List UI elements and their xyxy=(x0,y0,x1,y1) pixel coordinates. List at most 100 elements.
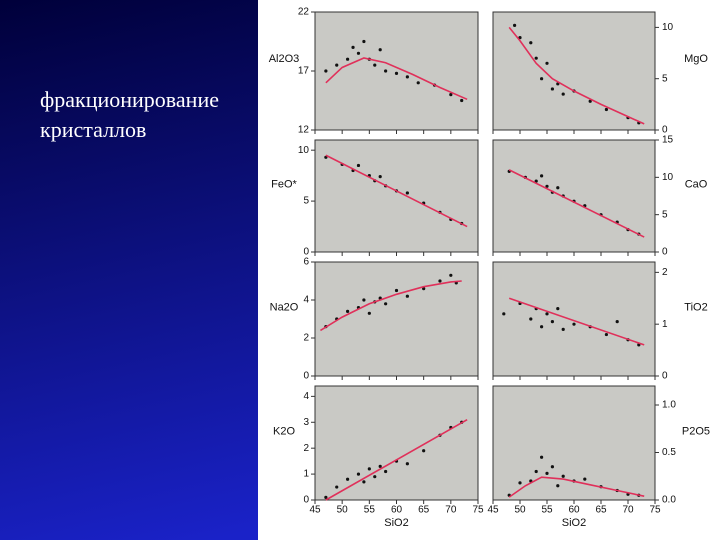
y-tick-label: 0 xyxy=(662,247,668,258)
data-point xyxy=(529,41,533,45)
x-tick-label: 65 xyxy=(595,505,607,516)
data-point xyxy=(346,477,350,481)
data-point xyxy=(460,98,464,103)
data-point xyxy=(362,480,366,484)
y-tick-label: 0.5 xyxy=(662,447,676,458)
data-point xyxy=(373,475,377,479)
data-point xyxy=(405,294,409,298)
y-tick-label: 6 xyxy=(303,257,309,268)
data-point xyxy=(604,332,609,337)
x-tick-label: 75 xyxy=(649,505,661,516)
data-point xyxy=(346,309,350,313)
plot-area xyxy=(492,261,656,377)
y-axis-label: Na2O xyxy=(270,302,299,314)
plot-area xyxy=(492,139,656,253)
data-point xyxy=(384,469,388,474)
data-point xyxy=(384,302,388,306)
slide-text: фракционирование xyxy=(40,87,219,112)
data-point xyxy=(335,63,339,67)
y-axis-label: MgO xyxy=(684,53,708,65)
trend-line xyxy=(508,26,645,125)
y-tick-label: 2 xyxy=(662,267,668,278)
data-point xyxy=(556,484,560,488)
trend-line xyxy=(508,476,645,498)
plot-area xyxy=(314,385,479,501)
y-tick-label: 1 xyxy=(303,469,309,480)
x-axis-label: SiO2 xyxy=(384,517,408,529)
data-point xyxy=(394,71,399,75)
data-point xyxy=(529,317,533,321)
data-point xyxy=(405,191,409,195)
y-tick-label: 10 xyxy=(662,172,674,183)
trend-line xyxy=(320,280,462,332)
x-tick-label: 70 xyxy=(622,505,634,516)
data-point xyxy=(362,39,366,44)
x-tick-label: 55 xyxy=(364,505,376,516)
y-tick-label: 0 xyxy=(303,495,309,506)
data-point xyxy=(394,288,399,293)
data-point xyxy=(588,99,592,103)
data-point xyxy=(378,175,382,179)
y-tick-label: 1.0 xyxy=(662,400,676,411)
data-point xyxy=(550,465,555,469)
data-point xyxy=(545,184,549,188)
y-tick-label: 4 xyxy=(303,295,309,306)
data-point xyxy=(572,322,576,326)
y-tick-label: 3 xyxy=(303,417,309,428)
data-point xyxy=(367,467,371,471)
data-point xyxy=(534,56,538,60)
data-point xyxy=(583,477,587,481)
data-point xyxy=(378,464,382,468)
data-point xyxy=(545,471,549,475)
y-axis-label: K2O xyxy=(273,426,295,438)
y-tick-label: 0 xyxy=(303,247,309,258)
data-point xyxy=(373,63,377,67)
y-axis-label: Al2O3 xyxy=(269,53,300,65)
y-tick-label: 10 xyxy=(298,145,310,156)
data-point xyxy=(384,69,388,73)
data-point xyxy=(556,307,560,311)
x-tick-label: 75 xyxy=(472,505,484,516)
data-point xyxy=(367,311,371,315)
data-point xyxy=(449,93,453,97)
data-point xyxy=(356,472,361,476)
data-point xyxy=(438,279,442,283)
data-point xyxy=(540,77,544,81)
plot-area xyxy=(492,385,656,501)
y-tick-label: 0.0 xyxy=(662,495,676,506)
data-point xyxy=(561,474,565,478)
y-axis-label: P2O5 xyxy=(682,426,710,438)
data-point xyxy=(335,485,339,489)
data-point xyxy=(556,186,560,190)
data-point xyxy=(416,81,420,85)
data-point xyxy=(378,48,382,52)
y-tick-label: 12 xyxy=(298,125,310,136)
data-point xyxy=(405,75,409,79)
y-axis-label: TiO2 xyxy=(684,302,707,314)
data-point xyxy=(545,312,549,316)
x-tick-label: 45 xyxy=(487,505,499,516)
y-tick-label: 17 xyxy=(298,66,310,77)
data-point xyxy=(513,23,517,27)
y-tick-label: 15 xyxy=(662,135,674,146)
data-point xyxy=(604,107,609,112)
trend-line xyxy=(508,297,645,346)
data-point xyxy=(324,495,328,500)
y-axis-label: FeO* xyxy=(271,179,297,191)
y-tick-label: 4 xyxy=(303,391,309,402)
x-tick-label: 50 xyxy=(337,505,349,516)
trend-line xyxy=(325,154,468,228)
x-tick-label: 45 xyxy=(309,505,321,516)
y-tick-label: 0 xyxy=(662,371,668,382)
x-tick-label: 55 xyxy=(541,505,553,516)
data-point xyxy=(518,481,522,485)
y-tick-label: 1 xyxy=(662,319,668,330)
y-tick-label: 0 xyxy=(662,125,668,136)
y-tick-label: 2 xyxy=(303,333,309,344)
trend-line xyxy=(325,418,468,501)
data-point xyxy=(540,174,544,178)
data-point xyxy=(324,69,328,73)
y-tick-label: 10 xyxy=(662,22,674,33)
y-tick-label: 5 xyxy=(303,196,309,207)
